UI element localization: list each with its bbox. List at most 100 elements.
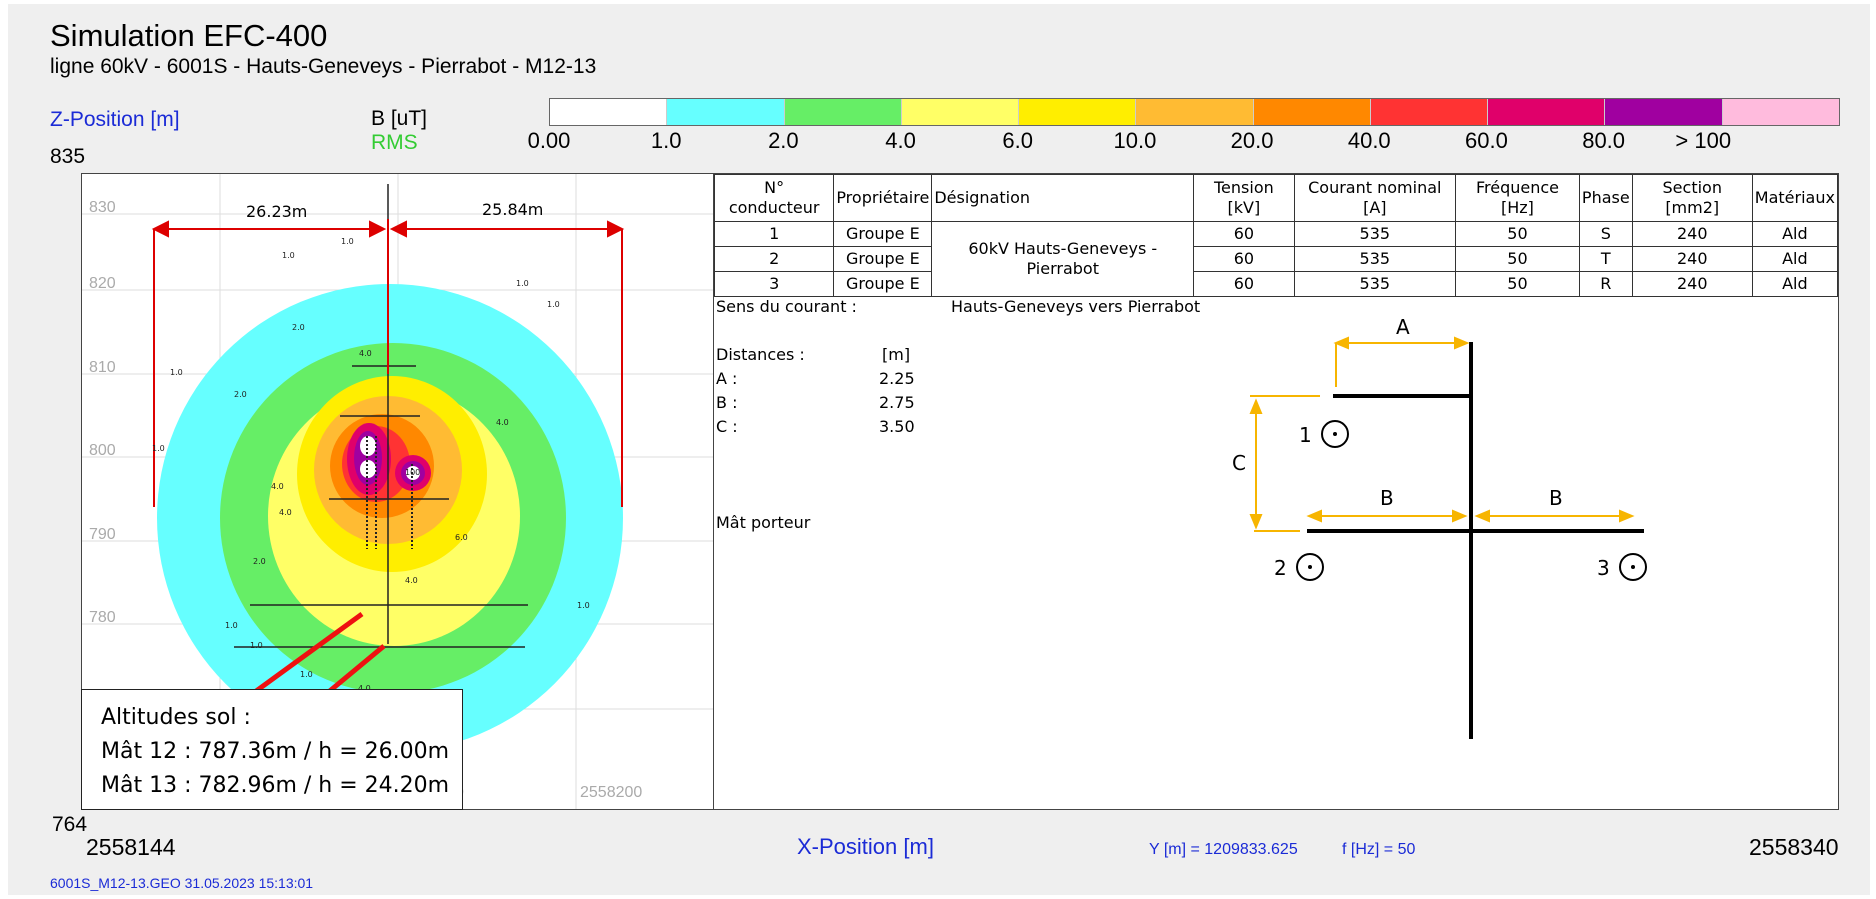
legend-unit: B [uT]: [371, 107, 428, 130]
z-tick-label: 830: [89, 199, 116, 216]
distance-c-value: 3.50: [879, 417, 915, 436]
diagram-dimensions: [1249, 336, 1635, 532]
color-scale-bar: [549, 98, 1840, 126]
color-scale-cell: [1722, 99, 1839, 125]
field-plot-svg: 830 820 810 800 790 780: [82, 174, 715, 809]
diagram-mast: [1307, 342, 1644, 739]
color-scale-cell: [1488, 99, 1606, 125]
x-tick-label: 2558200: [580, 784, 643, 801]
color-scale-label: 80.0: [1582, 128, 1626, 153]
sens-value: Hauts-Geneveys vers Pierrabot: [951, 297, 1201, 316]
x-axis-label: X-Position [m]: [797, 834, 934, 859]
conductor-number-2: 2: [1274, 556, 1287, 580]
svg-text:1.0: 1.0: [547, 300, 560, 309]
color-scale-cell: [550, 99, 668, 125]
table-header-cell: Phase: [1578, 174, 1633, 222]
svg-text:1.0: 1.0: [577, 601, 590, 610]
dimension-lines: [151, 219, 625, 507]
file-info: 6001S_M12-13.GEO 31.05.2023 15:13:01: [50, 875, 314, 891]
color-scale-cell: [1019, 99, 1137, 125]
color-scale-label: 10.0: [1113, 128, 1157, 153]
svg-text:1.0: 1.0: [170, 368, 183, 377]
z-tick-label: 800: [89, 442, 116, 459]
color-scale-label: > 100: [1675, 128, 1732, 153]
color-scale-label: 20.0: [1230, 128, 1274, 153]
distance-a-value: 2.25: [879, 369, 915, 388]
table-row: 2 Groupe E 60 535 50 T 240 Ald: [714, 246, 1838, 272]
altitude-mast-13: Mât 13 : 782.96m / h = 24.20m: [101, 773, 450, 798]
svg-text:1.0: 1.0: [225, 621, 238, 630]
svg-text:1.0: 1.0: [300, 670, 313, 679]
distance-c-key: C :: [716, 417, 738, 436]
distance-b-key: B :: [716, 393, 738, 412]
conductor-number-1: 1: [1299, 423, 1312, 447]
z-axis-min: 764: [52, 813, 88, 836]
table-header-cell: Section [mm2]: [1631, 174, 1753, 222]
color-scale-cell: [1253, 99, 1371, 125]
color-scale-label: 4.0: [885, 128, 916, 153]
frequency-info: f [Hz] = 50: [1342, 841, 1416, 858]
color-scale-cell: [667, 99, 785, 125]
distance-a-key: A :: [716, 369, 738, 388]
z-tick-label: 810: [89, 359, 116, 376]
color-scale-cell: [901, 99, 1020, 125]
dimension-left-label: 26.23m: [246, 202, 307, 221]
color-scale-label: 6.0: [1002, 128, 1034, 153]
table-header-cell: Matériaux: [1751, 174, 1838, 222]
distances-label: Distances :: [716, 345, 805, 364]
svg-text:2.0: 2.0: [292, 323, 305, 332]
designation-cell: 60kV Hauts-Geneveys - Pierrabot: [931, 221, 1195, 297]
dimension-right-label: 25.84m: [482, 200, 543, 219]
svg-text:1.0: 1.0: [282, 251, 295, 260]
svg-text:4.0: 4.0: [359, 349, 372, 358]
color-scale-cell: [1370, 99, 1489, 125]
table-header-cell: Désignation: [931, 174, 1195, 222]
table-header-cell: Tension [kV]: [1193, 174, 1295, 222]
color-scale-label: 40.0: [1347, 128, 1391, 153]
diagram-label-b-right: B: [1549, 486, 1563, 510]
diagram-label-b-left: B: [1380, 486, 1394, 510]
z-axis-label: Z-Position [m]: [50, 108, 180, 131]
report-title: Simulation EFC-400: [50, 18, 328, 53]
table-row: 1 Groupe E 60kV Hauts-Geneveys - Pierrabot…: [714, 221, 1838, 297]
conductor-table: N° conducteur Propriétaire Désignation Tens…: [714, 174, 1838, 297]
svg-text:4.0: 4.0: [279, 508, 292, 517]
svg-text:2.0: 2.0: [234, 390, 247, 399]
x-axis-min: 2558144: [86, 834, 176, 860]
svg-text:100: 100: [405, 468, 420, 477]
conductor-info-panel: N° conducteur Propriétaire Désignation Tens…: [713, 173, 1839, 810]
sens-label: Sens du courant :: [716, 297, 857, 316]
altitudes-box: Altitudes sol : Mât 12 : 787.36m / h = 2…: [81, 689, 463, 810]
svg-text:1.0: 1.0: [516, 279, 529, 288]
altitude-mast-12: Mât 12 : 787.36m / h = 26.00m: [101, 739, 450, 764]
z-tick-labels: 830 820 810 800 790 780: [89, 199, 116, 626]
altitudes-title: Altitudes sol :: [101, 705, 251, 730]
table-header-cell: N° conducteur: [714, 174, 835, 222]
svg-text:6.0: 6.0: [455, 533, 468, 542]
color-scale-label: 1.0: [650, 128, 682, 153]
color-scale-cell: [1605, 99, 1723, 125]
distance-b-value: 2.75: [879, 393, 915, 412]
mast-type: Mât porteur: [716, 513, 811, 532]
z-tick-label: 790: [89, 526, 116, 543]
mast-cables: [366, 436, 413, 549]
diagram-label-c: C: [1232, 451, 1246, 475]
color-scale-cell: [784, 99, 902, 125]
table-header-cell: Propriétaire: [833, 174, 933, 222]
color-scale-label: 60.0: [1465, 128, 1508, 153]
x-axis-max: 2558340: [1749, 834, 1839, 860]
geometry-diagram: A C B B 1 2 3: [1232, 315, 1647, 739]
color-scale-label: 0.00: [527, 128, 571, 153]
svg-text:4.0: 4.0: [405, 576, 418, 585]
conductor-dots: [1308, 432, 1635, 569]
color-scale-label: 2.0: [768, 128, 799, 153]
distances-unit: [m]: [882, 345, 911, 364]
svg-text:1.0: 1.0: [341, 237, 354, 246]
svg-text:4.0: 4.0: [358, 684, 371, 693]
contour-labels: 1.0 1.0 1.0 1.0 1.0 1.0 1.0 1.0 1.0 1.0 2.0 2.…: [152, 237, 590, 693]
conductor-number-3: 3: [1597, 556, 1610, 580]
z-axis-max: 835: [50, 145, 86, 168]
z-tick-label: 780: [89, 609, 116, 626]
table-row: 3 Groupe E 60 535 50 R 240 Ald: [714, 271, 1838, 297]
z-tick-label: 820: [89, 275, 116, 292]
